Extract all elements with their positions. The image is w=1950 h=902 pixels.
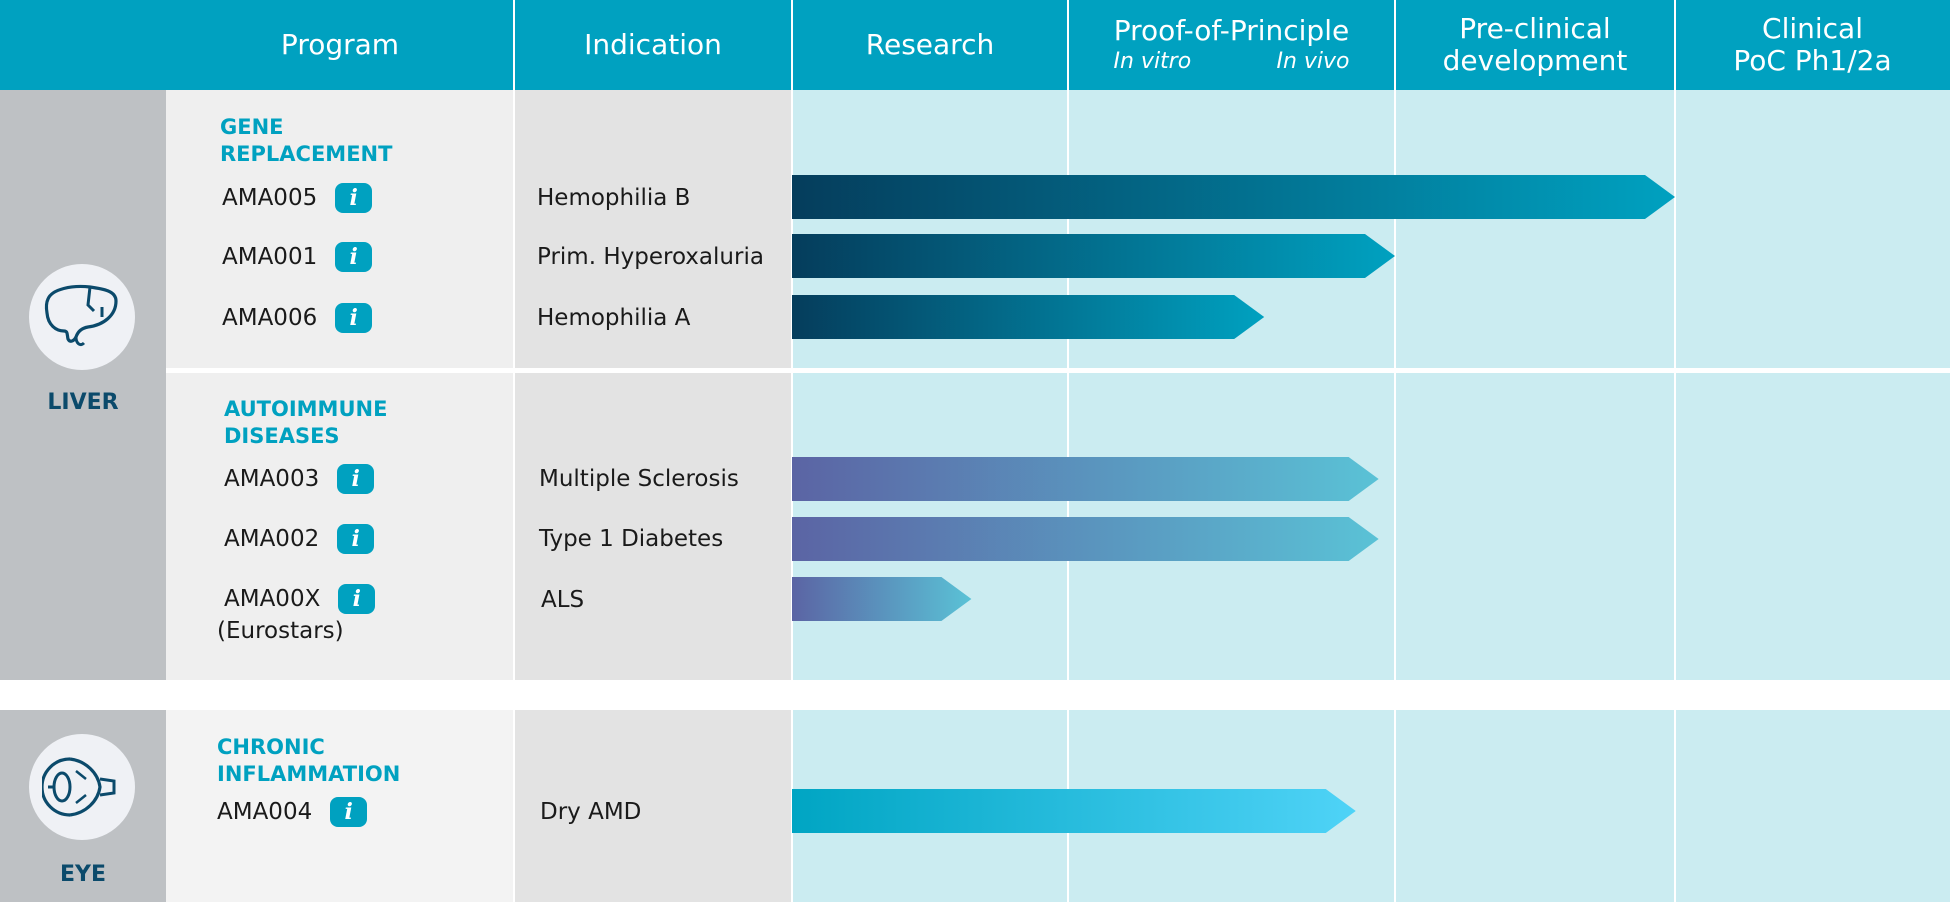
eye-icon bbox=[42, 757, 116, 817]
liver-icon-circle bbox=[29, 264, 135, 370]
category-autoimmune-diseases: AUTOIMMUNE DISEASES bbox=[224, 396, 387, 450]
indication-label: Dry AMD bbox=[540, 799, 642, 825]
indication-label: Prim. Hyperoxaluria bbox=[537, 244, 764, 270]
header-program: Program bbox=[166, 0, 514, 90]
program-row: AMA00X i bbox=[224, 584, 376, 614]
header-indication-label: Indication bbox=[584, 27, 722, 61]
liver-organ-column bbox=[0, 90, 166, 680]
column-line bbox=[513, 0, 515, 902]
category-line: AUTOIMMUNE bbox=[224, 397, 388, 421]
indication-label: ALS bbox=[541, 587, 585, 613]
indication-label: Hemophilia B bbox=[537, 185, 691, 211]
liver-label: LIVER bbox=[47, 390, 119, 415]
header-in-vivo: In vivo bbox=[1276, 49, 1350, 75]
info-icon[interactable]: i bbox=[337, 464, 375, 494]
eye-label: EYE bbox=[60, 862, 106, 887]
indication-label: Hemophilia A bbox=[537, 305, 691, 331]
header-poc-sublabels: In vitro In vivo bbox=[1114, 49, 1350, 74]
pipeline-bar-ama00x bbox=[792, 577, 972, 621]
info-icon[interactable]: i bbox=[335, 242, 373, 272]
header-bar bbox=[0, 0, 1950, 90]
info-icon[interactable]: i bbox=[338, 584, 376, 614]
header-indication: Indication bbox=[514, 0, 792, 90]
indication-label: Multiple Sclerosis bbox=[539, 466, 739, 492]
eye-icon-circle bbox=[29, 734, 135, 840]
program-row: AMA001 i bbox=[222, 242, 373, 272]
program-name: AMA006 bbox=[222, 305, 318, 331]
column-line bbox=[1394, 0, 1396, 902]
header-in-vitro: In vitro bbox=[1113, 49, 1192, 75]
info-icon[interactable]: i bbox=[330, 797, 368, 827]
pipeline-bar-ama003 bbox=[792, 457, 1379, 501]
program-name: AMA001 bbox=[222, 244, 318, 270]
column-line bbox=[791, 0, 793, 902]
info-icon[interactable]: i bbox=[335, 183, 373, 213]
column-line bbox=[1674, 0, 1676, 902]
info-icon[interactable]: i bbox=[337, 524, 375, 554]
program-name: AMA005 bbox=[222, 185, 318, 211]
category-chronic-inflammation: CHRONIC INFLAMMATION bbox=[217, 734, 400, 788]
program-name: AMA003 bbox=[224, 466, 320, 492]
header-poc-label: Proof-of-Principle bbox=[1113, 14, 1350, 48]
header-research-label: Research bbox=[865, 27, 995, 61]
program-note: (Eurostars) bbox=[217, 618, 344, 644]
header-program-label: Program bbox=[280, 27, 400, 61]
category-line: GENE bbox=[220, 115, 284, 139]
header-clinical: Clinical PoC Ph1/2a bbox=[1675, 0, 1950, 90]
indication-label: Type 1 Diabetes bbox=[539, 526, 724, 552]
program-name: AMA002 bbox=[224, 526, 320, 552]
program-row: AMA005 i bbox=[222, 183, 373, 213]
category-line: CHRONIC bbox=[217, 735, 325, 759]
program-row: AMA004 i bbox=[217, 797, 368, 827]
program-row: AMA002 i bbox=[224, 524, 375, 554]
group-divider bbox=[166, 368, 1950, 373]
header-clinical-line2: PoC Ph1/2a bbox=[1733, 44, 1892, 77]
category-line: DISEASES bbox=[224, 424, 340, 448]
pipeline-bar-ama006 bbox=[792, 295, 1265, 339]
liver-indication-column bbox=[514, 90, 792, 680]
program-name: AMA00X bbox=[224, 586, 321, 612]
info-icon[interactable]: i bbox=[335, 303, 373, 333]
program-row: AMA006 i bbox=[222, 303, 373, 333]
column-line bbox=[1067, 0, 1069, 902]
category-line: REPLACEMENT bbox=[220, 142, 393, 166]
category-gene-replacement: GENE REPLACEMENT bbox=[220, 114, 392, 168]
eye-indication-column bbox=[514, 710, 792, 902]
header-clinical-line1: Clinical bbox=[1762, 11, 1863, 45]
pipeline-bar-ama002 bbox=[792, 517, 1379, 561]
liver-icon bbox=[44, 284, 118, 347]
program-row: AMA003 i bbox=[224, 464, 375, 494]
header-preclinical-line2: development bbox=[1442, 44, 1628, 77]
category-line: INFLAMMATION bbox=[217, 762, 401, 786]
pipeline-bar-ama005 bbox=[792, 175, 1675, 219]
pipeline-bar-ama004 bbox=[792, 789, 1356, 833]
header-poc: Proof-of-Principle In vitro In vivo bbox=[1068, 0, 1395, 90]
program-name: AMA004 bbox=[217, 799, 313, 825]
header-preclinical: Pre-clinical development bbox=[1395, 0, 1675, 90]
header-preclinical-line1: Pre-clinical bbox=[1459, 11, 1611, 45]
header-research: Research bbox=[792, 0, 1068, 90]
pipeline-bar-ama001 bbox=[792, 234, 1395, 278]
